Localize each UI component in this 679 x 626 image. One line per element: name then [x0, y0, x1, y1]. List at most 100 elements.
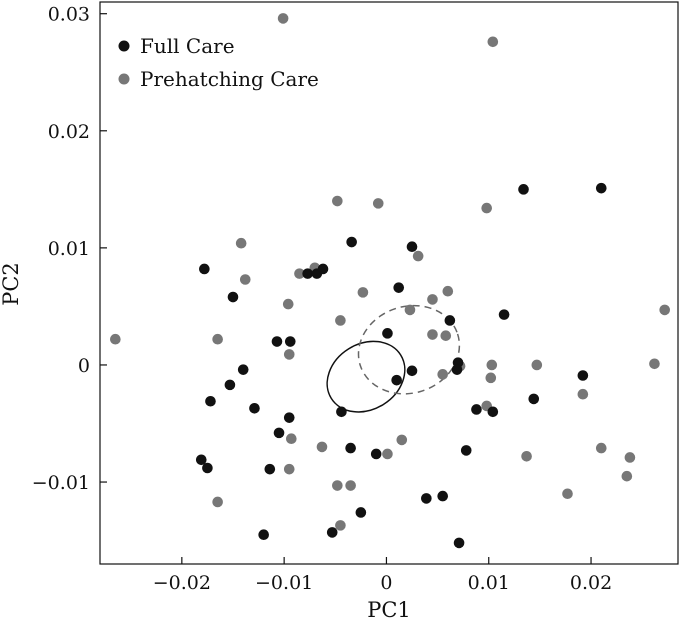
point-prehatching-care: [335, 520, 346, 531]
y-tick-label: 0.01: [48, 238, 90, 260]
point-prehatching-care: [372, 198, 384, 209]
y-tick-label: 0: [78, 355, 90, 377]
point-prehatching-care: [427, 329, 438, 340]
point-full-care: [453, 537, 465, 549]
point-full-care: [382, 328, 393, 339]
legend-label-prehatching-care: Prehatching Care: [140, 67, 319, 91]
point-full-care: [406, 365, 418, 377]
point-full-care: [224, 379, 236, 391]
point-full-care: [227, 291, 239, 303]
point-full-care: [471, 404, 482, 415]
point-prehatching-care: [481, 202, 492, 214]
point-full-care: [393, 282, 405, 293]
point-full-care: [284, 336, 296, 347]
point-prehatching-care: [562, 488, 573, 500]
point-prehatching-care: [396, 434, 408, 446]
point-full-care: [518, 184, 529, 195]
point-prehatching-care: [335, 315, 346, 326]
point-full-care: [264, 463, 276, 475]
point-full-care: [528, 393, 540, 405]
point-prehatching-care: [437, 369, 449, 380]
point-full-care: [326, 527, 338, 538]
point-full-care: [202, 462, 213, 474]
point-full-care: [444, 315, 456, 326]
x-tick-label: 0.02: [570, 572, 612, 594]
point-full-care: [391, 374, 402, 386]
point-prehatching-care: [332, 480, 343, 491]
point-prehatching-care: [212, 496, 223, 508]
point-full-care: [421, 493, 432, 504]
point-full-care: [498, 309, 510, 320]
point-prehatching-care: [659, 304, 671, 316]
point-prehatching-care: [345, 480, 356, 491]
point-full-care: [577, 370, 589, 381]
point-prehatching-care: [485, 372, 497, 384]
point-prehatching-care: [277, 13, 289, 24]
point-full-care: [346, 236, 357, 248]
legend-marker-prehatching-care: [118, 73, 130, 85]
point-prehatching-care: [357, 287, 369, 298]
point-prehatching-care: [624, 452, 636, 463]
point-full-care: [205, 395, 216, 407]
point-prehatching-care: [212, 333, 223, 345]
point-full-care: [487, 406, 499, 418]
point-full-care: [237, 364, 249, 375]
y-axis-title: PC2: [0, 262, 23, 306]
point-prehatching-care: [442, 285, 454, 297]
y-tick-label: 0.03: [48, 4, 90, 26]
point-prehatching-care: [110, 333, 121, 345]
x-tick-label: −0.01: [255, 572, 313, 594]
x-tick-label: −0.02: [153, 572, 211, 594]
point-full-care: [283, 412, 295, 423]
point-full-care: [595, 182, 607, 194]
point-prehatching-care: [239, 274, 251, 285]
plot-frame: [99, 1, 679, 565]
point-full-care: [317, 263, 329, 275]
point-prehatching-care: [412, 250, 424, 262]
x-axis-title: PC1: [367, 598, 411, 622]
point-prehatching-care: [235, 237, 247, 249]
point-prehatching-care: [286, 433, 297, 445]
legend-label-full-care: Full Care: [140, 34, 235, 58]
point-full-care: [199, 263, 210, 275]
confidence-ellipses: [326, 304, 461, 413]
point-full-care: [437, 490, 449, 502]
point-full-care: [273, 427, 285, 439]
point-full-care: [370, 448, 382, 460]
point-full-care: [271, 336, 283, 347]
point-full-care: [249, 402, 260, 414]
point-prehatching-care: [282, 298, 294, 310]
point-prehatching-care: [531, 359, 543, 371]
ellipse-prehatching-care: [357, 304, 461, 395]
point-prehatching-care: [649, 358, 660, 370]
data-points: [110, 13, 671, 549]
point-prehatching-care: [577, 388, 589, 400]
point-prehatching-care: [487, 36, 499, 48]
point-prehatching-care: [486, 359, 498, 371]
point-full-care: [258, 529, 269, 541]
point-prehatching-care: [621, 470, 633, 482]
point-full-care: [336, 406, 347, 418]
legend: Full Care Prehatching Care: [118, 34, 319, 91]
point-prehatching-care: [382, 448, 393, 460]
point-full-care: [460, 445, 472, 456]
point-prehatching-care: [316, 441, 328, 453]
point-full-care: [345, 442, 356, 454]
y-tick-label: −0.01: [32, 472, 90, 494]
point-prehatching-care: [440, 330, 452, 341]
point-prehatching-care: [283, 349, 295, 360]
point-full-care: [406, 241, 418, 253]
y-tick-label: 0.02: [48, 121, 90, 143]
point-prehatching-care: [294, 268, 305, 279]
point-prehatching-care: [404, 304, 416, 316]
point-full-care: [355, 507, 367, 518]
point-prehatching-care: [332, 195, 343, 207]
point-prehatching-care: [595, 442, 607, 454]
x-axis: −0.02 −0.01 0 0.01 0.02: [153, 557, 612, 594]
point-full-care: [195, 454, 207, 466]
point-prehatching-care: [427, 294, 438, 305]
legend-marker-full-care: [118, 40, 130, 52]
ellipse-full-care: [326, 340, 406, 413]
y-axis: −0.01 0 0.01 0.02 0.03: [32, 4, 107, 494]
